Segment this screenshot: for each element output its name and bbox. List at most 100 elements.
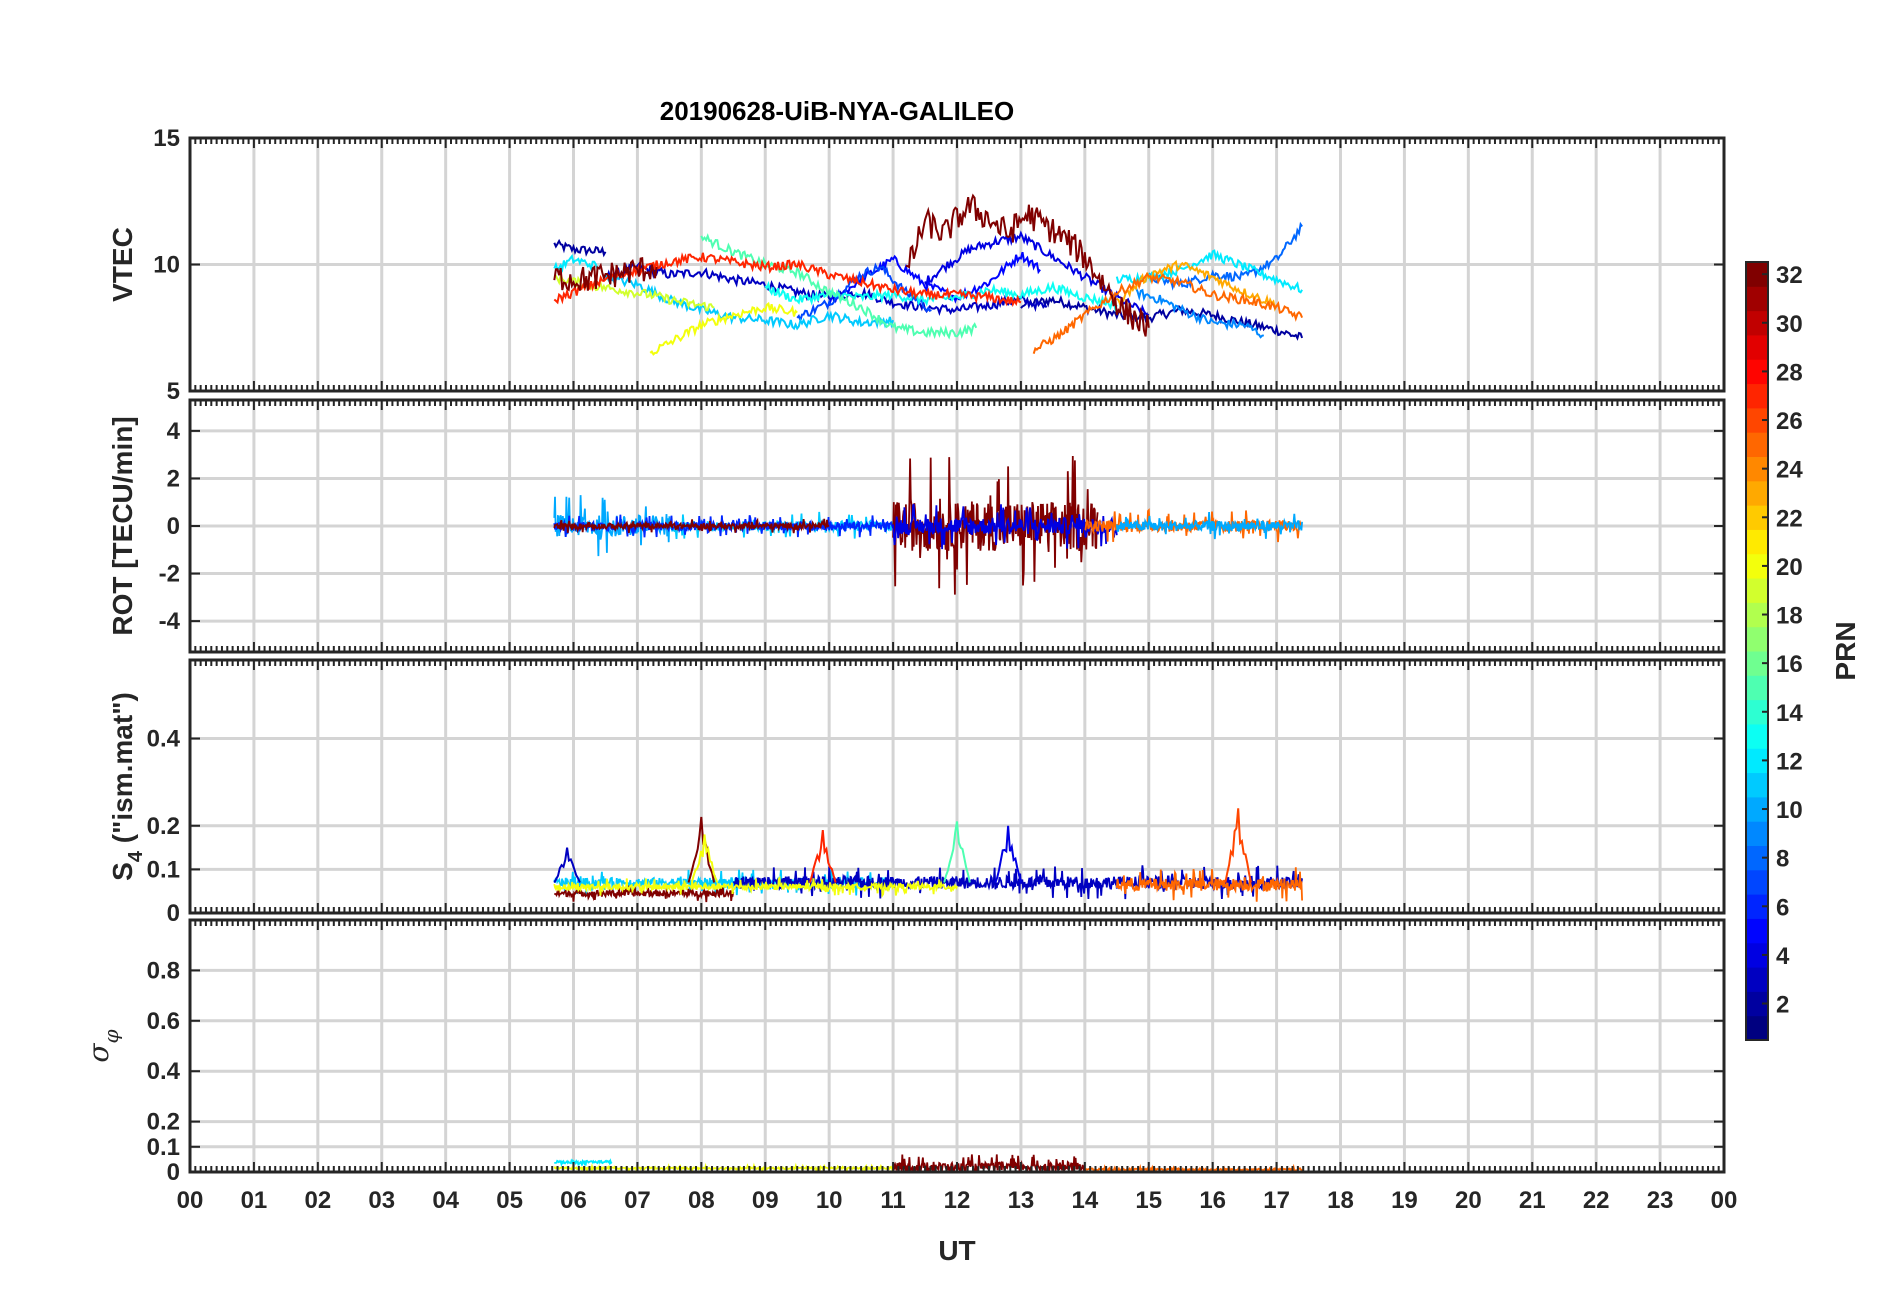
series-prn-12 [553,254,600,273]
colorbar-swatch [1746,334,1768,360]
colorbar-swatch [1746,675,1768,701]
colorbar-swatch [1746,505,1768,530]
series-prn-27 [553,252,1022,308]
colorbar-swatch [1746,991,1768,1017]
colorbar-swatch [1746,796,1768,822]
colorbar-swatch [1746,869,1768,895]
colorbar-tick-label: 12 [1776,748,1803,775]
panel-2: -4 -2 0 2 4 ROT [TECU/min] [107,398,1726,654]
x-tick-label: 07 [624,1187,651,1214]
x-tick-label: 19 [1391,1187,1418,1214]
colorbar-swatch [1746,602,1768,628]
y-axis-label-panel-1: VTEC [107,227,138,302]
x-tick-label: 06 [560,1187,587,1214]
peak-prn-15 [943,821,971,883]
colorbar-swatch [1746,723,1768,749]
x-tick-label: 14 [1071,1187,1098,1214]
x-tick-label: 20 [1455,1187,1482,1214]
colorbar-swatch [1746,262,1768,287]
y-tick-label: -2 [159,561,180,588]
colorbar-swatch [1746,772,1768,798]
colorbar-swatch [1746,942,1768,968]
x-tick-label: 08 [688,1187,715,1214]
x-tick-label: 21 [1519,1187,1546,1214]
x-tick-label: 00 [1711,1187,1738,1214]
x-tick-label: 18 [1327,1187,1354,1214]
y-tick-label: 0.4 [147,1058,181,1085]
y-axis-label-sub: 4 [125,850,147,862]
y-axis-label-rest: ("ism.mat") [107,692,138,851]
x-tick-label: 04 [432,1187,459,1214]
x-tick-label: 03 [368,1187,395,1214]
colorbar-tick-label: 10 [1776,797,1803,824]
colorbar-swatch [1746,529,1768,555]
x-axis-label: UT [938,1235,975,1266]
colorbar-tick-label: 8 [1776,846,1789,873]
x-tick-label: 23 [1647,1187,1674,1214]
series-prn-32 [553,256,658,292]
colorbar-swatch [1746,845,1768,871]
colorbar-tick-label: 6 [1776,894,1789,921]
colorbar-tick-label: 2 [1776,992,1789,1019]
peak-prn-20 [690,834,719,883]
chart-title: 20190628-UiB-NYA-GALILEO [660,96,1015,126]
x-tick-label: 22 [1583,1187,1610,1214]
y-axis-label-panel-3: S4 ("ism.mat") [107,692,147,881]
colorbar-swatch [1746,748,1768,774]
colorbar-swatch [1746,626,1768,652]
y-tick-label: 0.6 [147,1008,180,1035]
colorbar-swatch [1746,821,1768,846]
y-axis-label-panel-4: σφ [82,1029,123,1062]
series-prn-4 [892,503,1118,550]
y-tick-label: 0 [167,513,180,540]
x-tick-label: 00 [177,1187,204,1214]
x-tick-label: 05 [496,1187,523,1214]
x-tick-label: 15 [1135,1187,1162,1214]
colorbar-tick-label: 30 [1776,311,1803,338]
colorbar-tick-label: 24 [1776,457,1803,484]
panel-data [553,455,1303,595]
series-prn-9 [1135,287,1265,339]
series-prn-2 [553,238,607,258]
colorbar-swatch [1746,1015,1768,1041]
colorbar-tick-label: 4 [1776,943,1790,970]
y-tick-label: 10 [153,252,180,279]
series-prn-25 [1115,867,1303,902]
colorbar-swatch [1746,894,1768,919]
colorbar-swatch [1746,310,1768,336]
y-tick-label: 0.1 [147,1134,180,1161]
x-tick-label: 13 [1008,1187,1035,1214]
series-prn-15 [700,233,978,340]
x-tick-label: 11 [880,1187,905,1214]
y-tick-label: 0 [167,900,180,927]
x-tick-label: 10 [816,1187,843,1214]
y-tick-label: 0.8 [147,957,180,984]
colorbar-swatch [1746,578,1768,603]
colorbar-frame [1745,261,1769,1041]
colorbar-swatch [1746,651,1768,676]
panel-4: 00.10.2 0.4 0.6 0.8 σφ [82,918,1726,1186]
peak-prn-3 [553,847,581,883]
x-tick-label: 01 [241,1187,268,1214]
panel-data [553,193,1304,356]
colorbar-tick-label: 20 [1776,554,1803,581]
series-prn-32 [905,193,1150,337]
x-tick-label: 17 [1263,1187,1290,1214]
y-tick-label: 0.2 [147,1109,180,1136]
y-axis-label-panel-2: ROT [TECU/min] [107,416,138,635]
y-tick-label: 15 [153,125,180,152]
x-tick-label: 09 [752,1187,779,1214]
panel-3: 00.10.20.4S4 ("ism.mat") [107,658,1726,927]
colorbar-swatch [1746,359,1768,385]
y-tick-label: 0.4 [147,726,181,753]
series-prn-12 [554,1158,613,1168]
colorbar-tick-label: 32 [1776,262,1803,289]
colorbar-swatch [1746,699,1768,725]
peak-prn-27 [809,829,837,883]
series-prn-7 [796,262,932,324]
y-tick-label: 4 [167,418,181,445]
colorbar-swatch [1746,480,1768,506]
colorbar-tick-label: 26 [1776,408,1803,435]
colorbar-label: PRN [1830,621,1861,680]
